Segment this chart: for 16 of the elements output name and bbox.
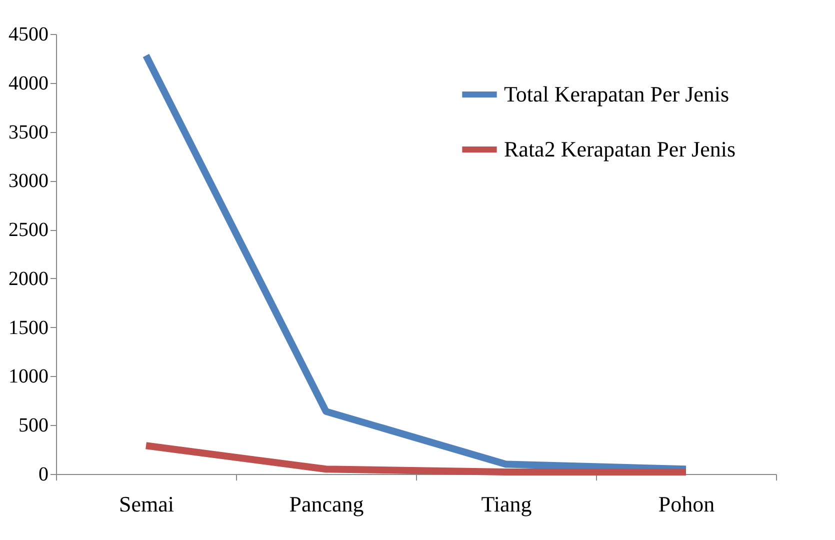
y-tick-label: 3500 xyxy=(8,121,48,144)
y-tick-label: 500 xyxy=(18,414,48,437)
y-tick-label: 3000 xyxy=(8,170,48,192)
x-tick-label: Semai xyxy=(119,492,174,516)
y-tick-label: 1000 xyxy=(8,366,48,388)
y-tick-label: 2000 xyxy=(8,268,48,290)
y-tick-label: 2500 xyxy=(8,219,48,242)
x-tick-label: Pohon xyxy=(658,492,715,516)
x-tick-label: Pancang xyxy=(289,492,364,516)
legend-label: Rata2 Kerapatan Per Jenis xyxy=(504,136,736,162)
x-tick-label: Tiang xyxy=(481,492,532,516)
legend-label: Total Kerapatan Per Jenis xyxy=(504,82,730,106)
y-tick-label: 4500 xyxy=(8,24,48,46)
y-tick-label: 4000 xyxy=(8,72,48,94)
y-tick-label: 1500 xyxy=(8,316,48,339)
y-tick-label: 0 xyxy=(38,464,48,486)
